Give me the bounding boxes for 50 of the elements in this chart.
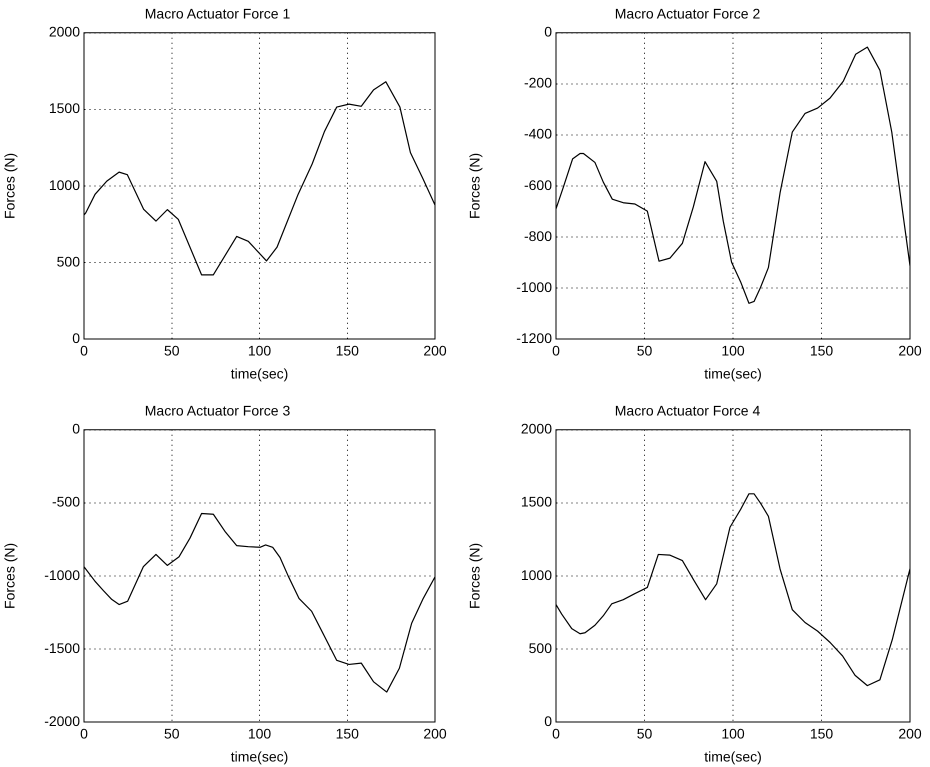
y-tick-label: 1000 [520,566,552,583]
y-tick-label: 500 [528,640,552,656]
y-tick-label: -1000 [516,278,552,295]
x-tick-label: 150 [810,342,834,358]
y-tick-label: -400 [524,126,552,142]
y-tick-label: 0 [544,712,552,729]
x-tick-label: 100 [721,342,745,358]
y-tick-label: -200 [524,74,552,91]
chart-title: Macro Actuator Force 2 [614,5,760,22]
x-tick-label: 50 [164,725,180,742]
x-tick-label: 150 [336,725,360,742]
x-tick-label: 100 [248,725,272,742]
y-tick-label: 0 [72,420,80,437]
y-tick-label: -1200 [516,330,552,346]
y-tick-label: 1500 [520,494,552,510]
y-axis-title: Forces (N) [466,152,482,219]
y-tick-label: -800 [524,228,552,244]
x-tick-label: 200 [898,725,922,742]
y-tick-label: -1500 [44,640,80,656]
x-tick-label: 150 [336,342,360,358]
x-tick-label: 50 [164,342,180,358]
x-tick-label: 150 [810,725,834,742]
y-axis-title: Forces (N) [466,542,482,609]
y-axis-title: Forces (N) [1,152,18,219]
y-tick-label: 2000 [520,420,552,437]
x-tick-label: 100 [248,342,272,358]
x-axis-title: time(sec) [230,748,288,764]
x-tick-label: 200 [423,342,447,358]
x-tick-label: 200 [423,725,447,742]
y-tick-label: -2000 [44,712,80,729]
x-tick-label: 50 [636,725,652,742]
chart-title: Macro Actuator Force 3 [144,402,290,418]
y-tick-label: 1000 [48,176,80,193]
y-tick-label: 1500 [48,100,80,116]
x-axis-title: time(sec) [704,365,762,382]
y-tick-label: 500 [56,253,80,270]
x-tick-label: 200 [898,342,922,358]
x-tick-label: 100 [721,725,745,742]
y-tick-label: -500 [52,494,80,510]
y-tick-label: 2000 [48,24,80,40]
y-tick-label: -600 [524,176,552,193]
x-axis-title: time(sec) [230,365,288,382]
chart-title: Macro Actuator Force 4 [614,402,760,418]
chart-title: Macro Actuator Force 1 [144,5,290,22]
y-tick-label: -1000 [44,566,80,583]
y-tick-label: 0 [72,330,80,346]
x-axis-title: time(sec) [704,748,762,764]
y-tick-label: 0 [544,24,552,40]
x-tick-label: 50 [636,342,652,358]
y-axis-title: Forces (N) [1,542,18,609]
